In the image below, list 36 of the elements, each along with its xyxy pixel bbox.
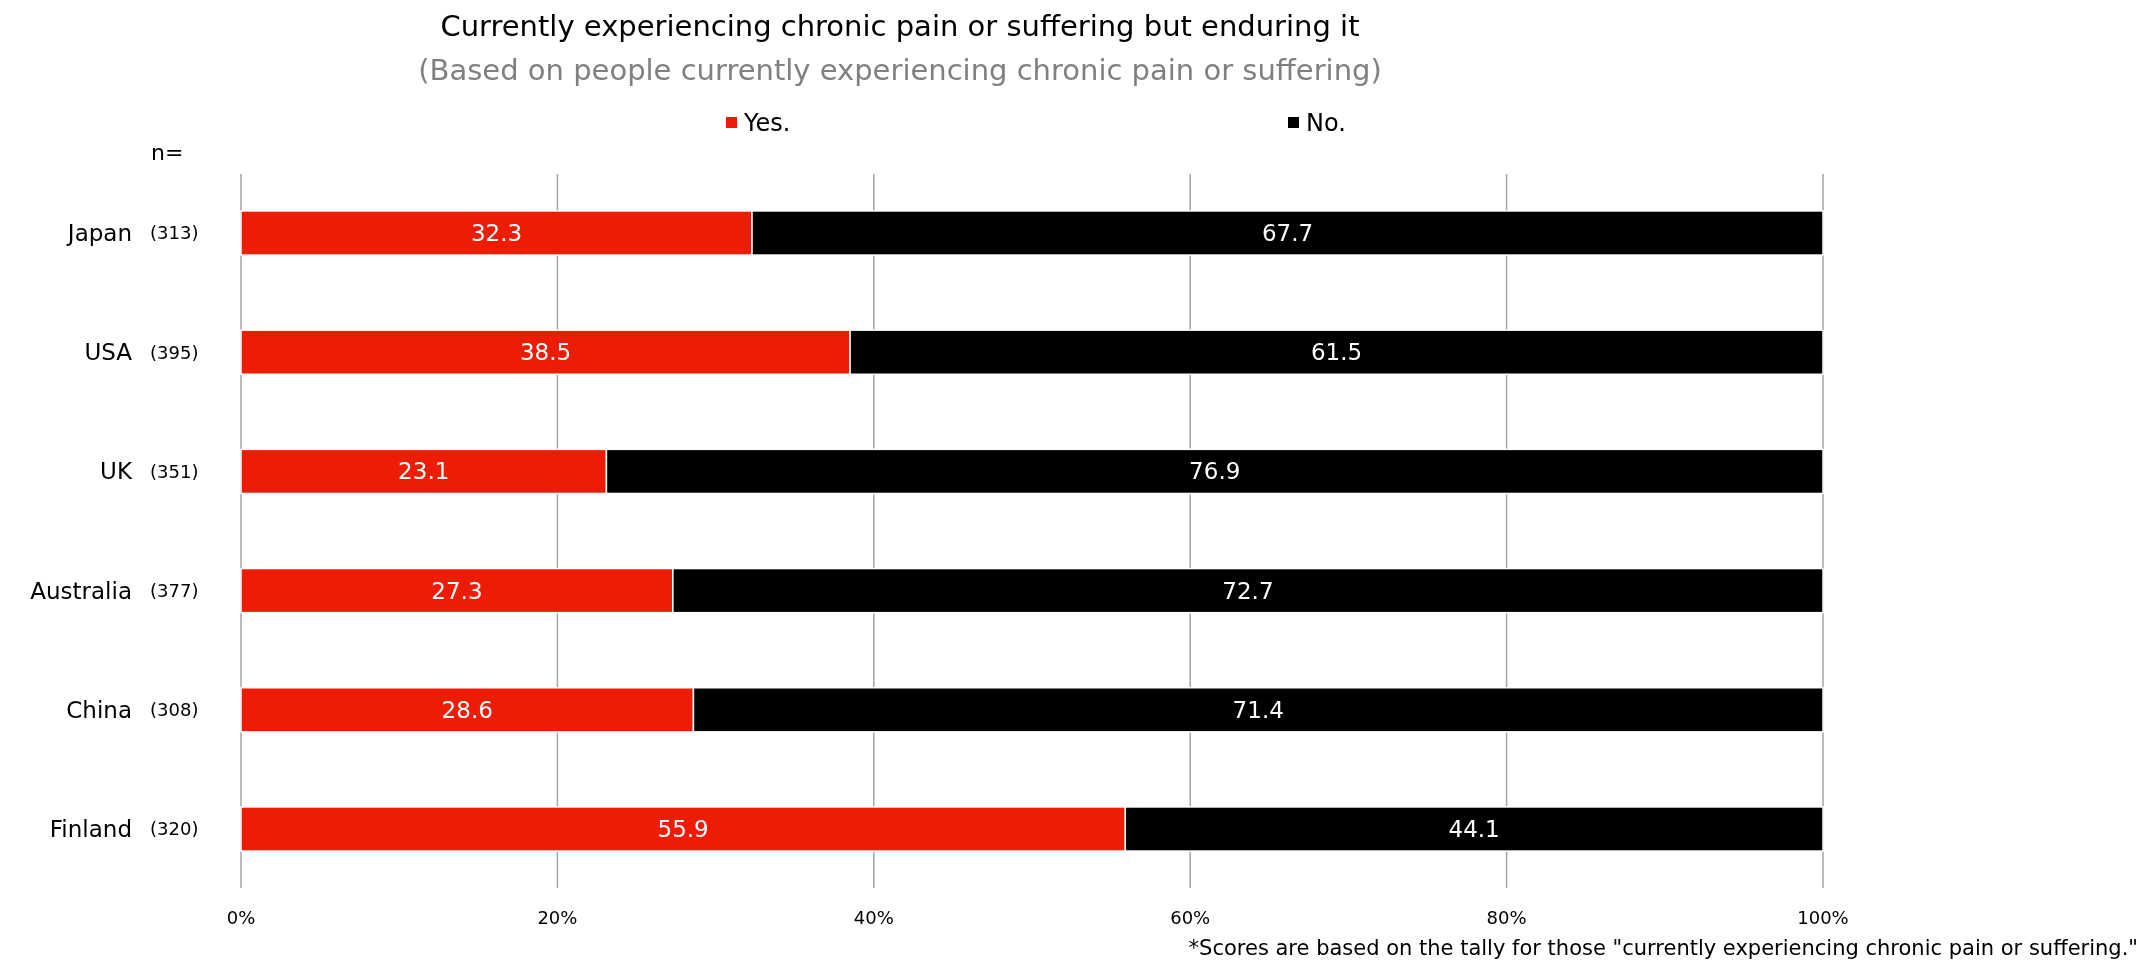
text: (395) [150, 341, 199, 363]
x-tick-label: 0% [226, 907, 256, 929]
data-label: 71.4 [1232, 696, 1284, 723]
legend-label: No. [1306, 109, 1346, 138]
data-label: 72.7 [1222, 577, 1274, 604]
chart-title: Currently experiencing chronic pain or suffering but enduring it [440, 9, 1360, 43]
data-label: 67.7 [1261, 220, 1314, 247]
y-tick-label: UK [100, 458, 133, 485]
x-tick-label: 20% [537, 907, 578, 929]
text: (320) [150, 818, 199, 840]
y-tick-label: China [66, 696, 132, 723]
text: (377) [150, 579, 199, 601]
y-tick-label: USA [84, 339, 133, 366]
text: (313) [150, 222, 199, 244]
data-label: 44.1 [1448, 816, 1500, 843]
data-label: 55.9 [657, 816, 709, 843]
text: (308) [150, 699, 199, 721]
x-tick-label: 60% [1170, 907, 1211, 929]
data-label: 38.5 [519, 339, 572, 366]
data-label: 76.9 [1189, 458, 1241, 485]
y-tick-label: Australia [30, 577, 132, 604]
y-tick-label: Japan [65, 220, 132, 247]
text: (351) [150, 460, 199, 482]
data-label: 23.1 [398, 458, 450, 485]
data-label: 61.5 [1310, 339, 1363, 366]
x-tick-label: 40% [853, 907, 894, 929]
x-tick-label: 100% [1797, 907, 1849, 929]
text: *Scores are based on the tally for those "currently experiencing chronic pain or suffering." [1188, 936, 2138, 960]
x-tick-label: 80% [1486, 907, 1527, 929]
chart-subtitle: (Based on people currently experiencing chronic pain or suffering) [418, 53, 1382, 87]
data-label: 27.3 [431, 577, 483, 604]
text: n= [151, 140, 184, 165]
y-tick-label: Finland [49, 816, 132, 843]
legend-label: Yes. [743, 109, 791, 138]
data-label: 32.3 [470, 220, 523, 247]
data-label: 28.6 [441, 696, 493, 723]
